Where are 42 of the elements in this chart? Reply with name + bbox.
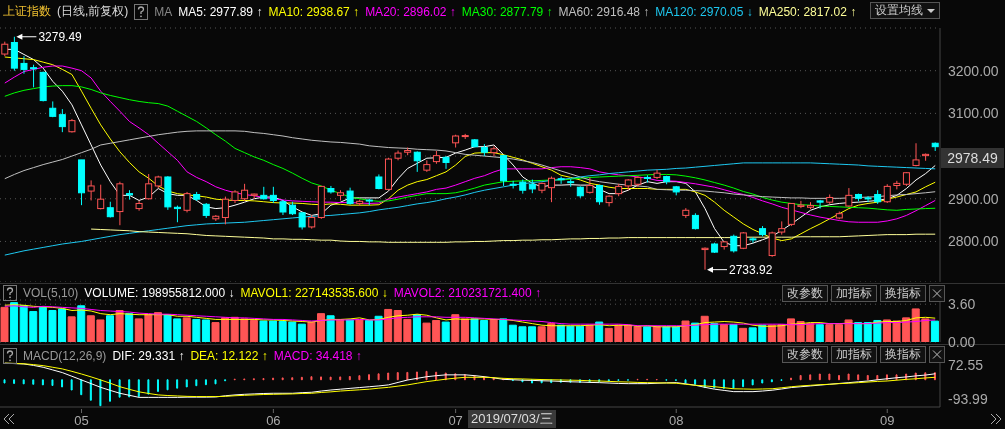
series-label: MAVOL2: 210231721.400 ↑ <box>393 286 541 300</box>
text: 2978.49 <box>941 148 1004 168</box>
y-tick-label: 3100.00 <box>948 105 999 122</box>
y-tick-label: 2900.00 <box>948 190 999 207</box>
text: MA10: 2938.67 ↑ <box>268 4 360 19</box>
chart-title: 上证指数 <box>3 3 51 20</box>
text: MA250: 2817.02 ↑ <box>758 4 857 19</box>
annotation: 换指标 <box>880 285 926 302</box>
text: MA60: 2916.48 ↑ <box>558 4 650 19</box>
chart-subtitle: (日线,前复权) <box>57 3 129 20</box>
legend-title: MA <box>154 4 173 19</box>
x-tick-label: 07 <box>448 413 463 428</box>
text: DEA: 12.122 ↑ <box>190 349 268 363</box>
x-tick-label: 09 <box>880 413 895 428</box>
y-tick-label: 72.55 <box>948 356 984 373</box>
y-tick-label: 3.60 <box>948 296 976 313</box>
annotation: 2733.92 <box>729 262 773 277</box>
series-label: MACD: 34.418 ↑ <box>273 349 362 363</box>
x-tick-label: 05 <box>74 413 89 428</box>
x-tick-label: 08 <box>668 413 684 428</box>
chart-title: VOL(5,10) <box>23 286 79 300</box>
text: MA30: 2877.79 ↑ <box>461 4 553 19</box>
annotation: 改参数 <box>782 346 828 363</box>
y-tick-label: 3200.00 <box>948 62 999 79</box>
y-tick-label: 2800.00 <box>948 233 999 250</box>
annotation: 加指标 <box>831 285 877 302</box>
text: 2019/07/03/三 <box>468 410 556 428</box>
text: MA120: 2970.05 ↓ <box>655 4 753 19</box>
y-tick-label: -93.99 <box>948 390 988 407</box>
annotation: 换指标 <box>880 346 926 363</box>
y-tick-label: 0.00 <box>948 333 976 350</box>
text: 设置均线 <box>870 2 940 19</box>
text: DIF: 29.331 ↑ <box>112 349 185 363</box>
text: MA20: 2896.02 ↑ <box>365 4 456 19</box>
chart-title: MACD(12,26,9) <box>23 349 107 363</box>
series-label: MAVOL1: 227143535.600 ↓ <box>240 286 388 300</box>
annotation: 加指标 <box>831 346 877 363</box>
x-tick-label: 06 <box>266 413 281 428</box>
text: MA5: 2977.89 ↑ <box>178 4 263 19</box>
series-label: VOLUME: 198955812.000 ↓ <box>84 286 235 300</box>
annotation: 3279.49 <box>38 29 83 44</box>
annotation: 改参数 <box>782 285 828 302</box>
